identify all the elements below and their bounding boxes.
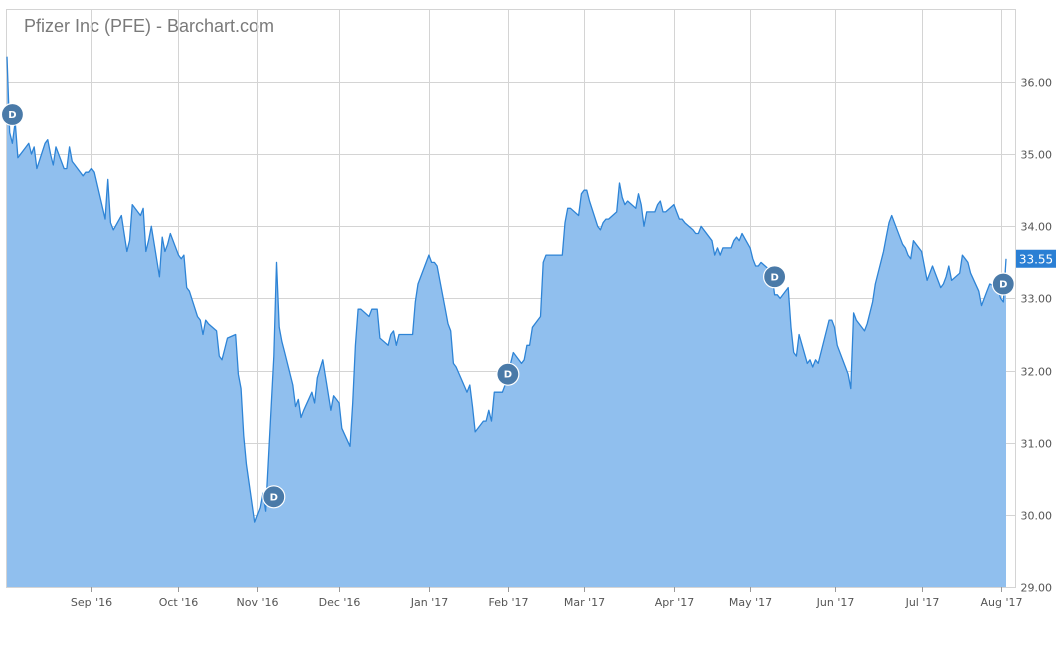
y-tick-label: 36.00 [1021, 77, 1053, 90]
dividend-marker [0, 102, 25, 127]
dividend-marker [262, 485, 286, 509]
x-tick-label: Feb '17 [489, 596, 529, 609]
x-tick-label: Jun '17 [816, 596, 855, 609]
x-tick-label: Dec '16 [319, 596, 361, 609]
dividend-marker-label: D [8, 110, 16, 121]
price-area [7, 56, 1006, 587]
y-tick-label: 30.00 [1021, 510, 1053, 523]
chart-title: Pfizer Inc (PFE) - Barchart.com [24, 16, 275, 36]
last-value-label: 33.55 [1019, 252, 1053, 266]
x-tick-label: Mar '17 [564, 596, 605, 609]
x-tick-label: Apr '17 [655, 596, 695, 609]
y-tick-label: 32.00 [1021, 366, 1053, 379]
dividend-marker-label: D [270, 492, 278, 503]
dividend-marker [991, 272, 1015, 296]
dividend-marker [763, 265, 787, 289]
y-tick-label: 35.00 [1021, 149, 1053, 162]
y-tick-label: 29.00 [1021, 582, 1053, 595]
x-tick-label: Aug '17 [981, 596, 1023, 609]
x-tick-label: May '17 [729, 596, 772, 609]
y-tick-label: 31.00 [1021, 438, 1053, 451]
dividend-marker-label: D [770, 272, 778, 283]
last-value-layer: 33.55 [1016, 249, 1056, 268]
dividend-marker [496, 362, 520, 386]
series-layer [6, 56, 1007, 587]
x-tick-label: Sep '16 [71, 596, 112, 609]
dividend-marker-layer: D D D D D [0, 102, 1015, 509]
y-tick-label: 34.00 [1021, 221, 1053, 234]
x-tick-label: Nov '16 [237, 596, 279, 609]
y-tick-label: 33.00 [1021, 293, 1053, 306]
x-tick-label: Jul '17 [905, 596, 940, 609]
axis-layer: 29.00 30.00 31.00 32.00 33.00 34.00 35.00 36.00… [71, 77, 1052, 610]
dividend-marker-label: D [999, 280, 1007, 291]
x-tick-label: Jan '17 [410, 596, 448, 609]
dividend-marker-label: D [504, 370, 512, 381]
last-value-box [1016, 249, 1056, 268]
x-tick-label: Oct '16 [159, 596, 199, 609]
